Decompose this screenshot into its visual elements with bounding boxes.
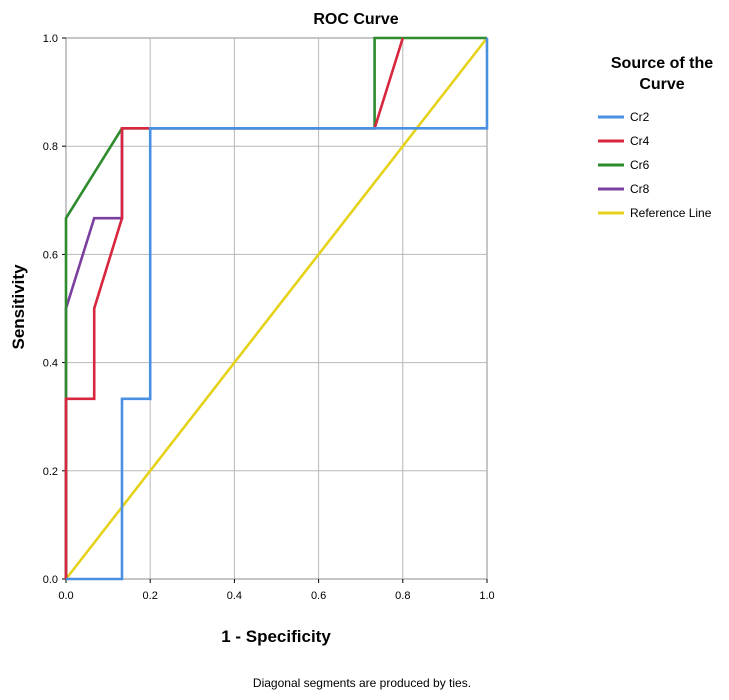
x-tick-label: 0.6 bbox=[311, 590, 326, 602]
chart-title: ROC Curve bbox=[313, 11, 398, 28]
series-line-cr2 bbox=[66, 38, 489, 581]
x-tick-label: 0.0 bbox=[58, 590, 73, 602]
y-tick-label: 0.0 bbox=[43, 574, 58, 586]
legend-title-line-2: Curve bbox=[639, 76, 684, 93]
y-tick-label: 0.2 bbox=[43, 466, 58, 478]
legend-label-cr2: Cr2 bbox=[630, 110, 650, 124]
footnote: Diagonal segments are produced by ties. bbox=[253, 676, 471, 690]
x-tick-label: 0.2 bbox=[143, 590, 158, 602]
x-axis-ticks: 0.0 0.2 0.4 0.6 0.8 1.0 bbox=[58, 579, 495, 602]
y-tick-label: 0.8 bbox=[43, 141, 58, 153]
y-tick-label: 0.6 bbox=[43, 249, 58, 261]
y-tick-label: 0.4 bbox=[43, 358, 58, 370]
legend-items: Cr2 Cr4 Cr6 Cr8 Reference Line bbox=[598, 110, 712, 220]
series-lines bbox=[64, 36, 489, 581]
x-axis-label: 1 - Specificity bbox=[221, 627, 331, 646]
legend-label-reference-line: Reference Line bbox=[630, 206, 712, 220]
y-axis-label: Sensitivity bbox=[9, 264, 28, 350]
x-tick-label: 1.0 bbox=[479, 590, 494, 602]
x-tick-label: 0.8 bbox=[395, 590, 410, 602]
y-axis-ticks: 0.0 0.2 0.4 0.6 0.8 1.0 bbox=[43, 33, 66, 586]
legend-label-cr4: Cr4 bbox=[630, 134, 650, 148]
legend-title-line-1: Source of the bbox=[611, 55, 713, 72]
legend-label-cr8: Cr8 bbox=[630, 182, 650, 196]
legend: Source of the Curve Cr2 Cr4 Cr6 Cr8 Referenc… bbox=[598, 55, 713, 220]
y-tick-label: 1.0 bbox=[43, 33, 58, 45]
x-tick-label: 0.4 bbox=[227, 590, 242, 602]
legend-label-cr6: Cr6 bbox=[630, 158, 650, 172]
